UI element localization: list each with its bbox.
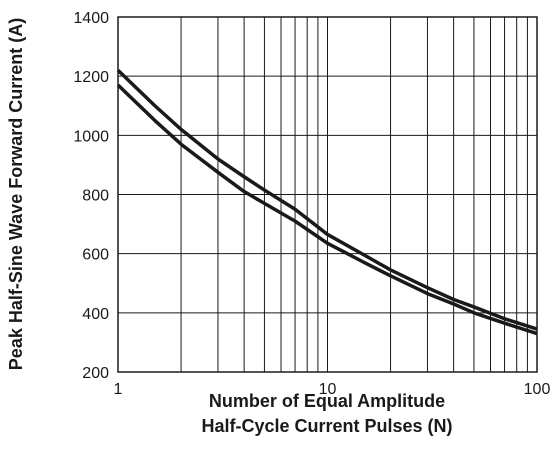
x-axis-title-line-1: Number of Equal Amplitude bbox=[209, 391, 445, 411]
y-tick-label: 200 bbox=[82, 365, 109, 382]
x-tick-label: 1 bbox=[114, 381, 123, 398]
series-line-1 bbox=[116, 68, 538, 331]
y-tick-label: 1400 bbox=[73, 10, 109, 27]
y-tick-label: 1000 bbox=[73, 128, 109, 145]
y-tick-label: 1200 bbox=[73, 69, 109, 86]
x-tick-label: 100 bbox=[524, 381, 551, 398]
y-tick-label: 400 bbox=[82, 306, 109, 323]
y-axis-title: Peak Half-Sine Wave Forward Current (A) bbox=[6, 18, 26, 370]
x-axis-title-line-2: Half-Cycle Current Pulses (N) bbox=[201, 416, 452, 436]
series-line-2 bbox=[116, 83, 538, 336]
y-tick-labels: 200 400 600 800 1000 1200 1400 bbox=[73, 10, 109, 382]
y-tick-label: 800 bbox=[82, 188, 109, 205]
series-layer bbox=[116, 68, 538, 336]
grid bbox=[118, 17, 537, 372]
x-tick-label: 10 bbox=[319, 381, 337, 398]
plot-frame bbox=[117, 16, 538, 373]
y-tick-label: 600 bbox=[82, 247, 109, 264]
x-tick-labels: 1 10 100 bbox=[114, 381, 551, 398]
